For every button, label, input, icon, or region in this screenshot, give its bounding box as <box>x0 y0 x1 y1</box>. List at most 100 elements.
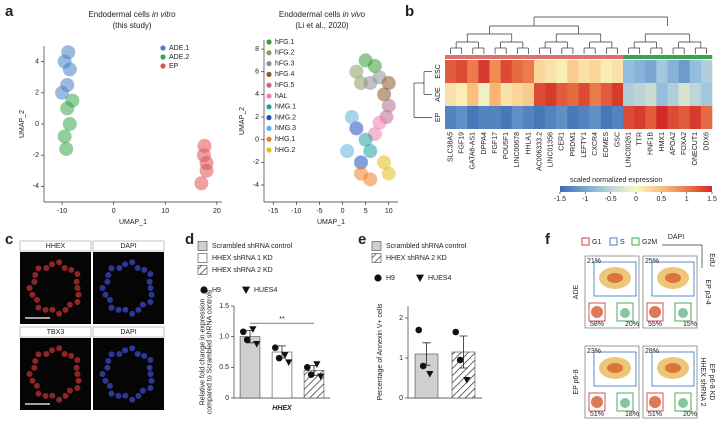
x-tick-label: -15 <box>268 208 278 215</box>
nucleus <box>129 345 136 352</box>
nucleus <box>31 278 38 285</box>
column-label: DPPA4 <box>481 132 488 155</box>
nucleus <box>148 291 155 298</box>
x-axis-name: DAPI <box>668 234 684 241</box>
data-point <box>419 362 427 370</box>
nucleus <box>141 352 148 359</box>
heat-cell <box>689 106 702 129</box>
legend-swatch <box>266 61 272 67</box>
heat-cell <box>500 106 513 129</box>
y-tick-label: 0 <box>399 395 403 402</box>
heat-cell <box>534 106 546 129</box>
legend-label: HHEX shRNA 2 KD <box>212 267 273 274</box>
nucleus <box>35 351 42 358</box>
x-tick-label: 0 <box>341 208 345 215</box>
row-label: ADE <box>435 87 442 102</box>
row-label: EP <box>435 113 442 123</box>
point-cloud <box>363 172 378 187</box>
legend-swatch <box>266 115 272 121</box>
nucleus <box>74 385 81 392</box>
column-label: APOA2 <box>670 132 677 155</box>
nucleus <box>33 296 40 303</box>
heat-cell <box>522 83 535 106</box>
colorbar-tick-label: 0.5 <box>656 196 666 203</box>
y-tick-label: 4 <box>255 91 259 98</box>
nucleus <box>74 356 81 363</box>
heat-cell <box>456 106 468 129</box>
gate-legend-label: G1 <box>592 239 601 246</box>
heat-cell <box>467 106 479 129</box>
heat-cell <box>500 60 513 83</box>
nucleus <box>102 377 109 384</box>
legend-label: HHEX shRNA 2 KD <box>386 255 447 262</box>
heat-cell <box>656 60 668 83</box>
point-cloud <box>197 138 212 153</box>
nucleus <box>74 299 81 306</box>
legend-swatch <box>266 104 272 110</box>
label-box <box>19 326 92 338</box>
cell-density <box>607 363 623 373</box>
gate-percent: 51% <box>648 411 662 418</box>
column-label: CER1 <box>559 132 566 151</box>
nucleus <box>108 390 115 397</box>
nucleus <box>115 392 122 399</box>
legend-swatch <box>197 241 208 251</box>
legend-swatch <box>197 265 208 275</box>
legend-swatch <box>160 45 166 51</box>
annotation-strip <box>578 55 590 59</box>
side-label: EP p6-8 KD <box>708 364 715 401</box>
heat-cell <box>467 60 479 83</box>
gate-percent: 23% <box>587 348 601 355</box>
legend-label: HHEX shRNA 1 KD <box>212 255 273 262</box>
column-label: LINC00261 <box>625 132 632 168</box>
legend-label: hHG.2 <box>275 147 295 154</box>
nucleus <box>146 278 153 285</box>
plot-frame <box>584 255 640 329</box>
annotation-strip <box>467 55 479 59</box>
heat-cell <box>623 106 635 129</box>
nucleus <box>122 306 129 313</box>
heat-cell <box>578 60 590 83</box>
y-tick-label: 8 <box>255 46 259 53</box>
nucleus <box>139 301 146 308</box>
stain-label: TBX3 <box>47 329 65 336</box>
nucleus <box>43 264 50 271</box>
legend-label: hAL <box>275 93 288 100</box>
heat-cell <box>667 106 679 129</box>
nucleus <box>99 371 106 377</box>
nucleus <box>141 266 148 273</box>
panel-letter: f <box>545 231 551 248</box>
annotation-strip <box>511 55 524 59</box>
heat-cell <box>700 106 713 129</box>
title-part: in vitro <box>152 10 176 19</box>
label-box <box>92 240 165 252</box>
column-label: HHLA1 <box>525 132 532 155</box>
nucleus <box>104 364 111 371</box>
legend-swatch <box>160 54 166 60</box>
nucleus <box>32 272 39 279</box>
annotation-strip <box>478 55 490 59</box>
heat-cell <box>645 106 657 129</box>
y-axis-name: EdU <box>708 253 715 267</box>
gate-s <box>651 261 695 297</box>
heat-cell <box>678 60 691 83</box>
gate-percent: 51% <box>590 411 604 418</box>
stain-label: DAPI <box>120 243 136 250</box>
heat-cell <box>623 60 635 83</box>
plot-frame <box>642 345 698 419</box>
point-cloud <box>61 45 76 60</box>
data-point <box>307 371 315 378</box>
nucleus <box>148 377 155 384</box>
annotation-strip <box>700 55 713 59</box>
heat-cell <box>634 60 646 83</box>
data-point <box>303 364 311 371</box>
nucleus <box>129 396 136 403</box>
legend-label: hMG.2 <box>275 114 296 121</box>
heat-cell <box>645 60 657 83</box>
point-cloud <box>349 121 364 136</box>
nucleus <box>49 347 56 354</box>
nucleus <box>35 390 42 397</box>
nucleus <box>49 306 56 313</box>
legend-marker <box>200 286 208 294</box>
cell-density <box>678 308 688 318</box>
